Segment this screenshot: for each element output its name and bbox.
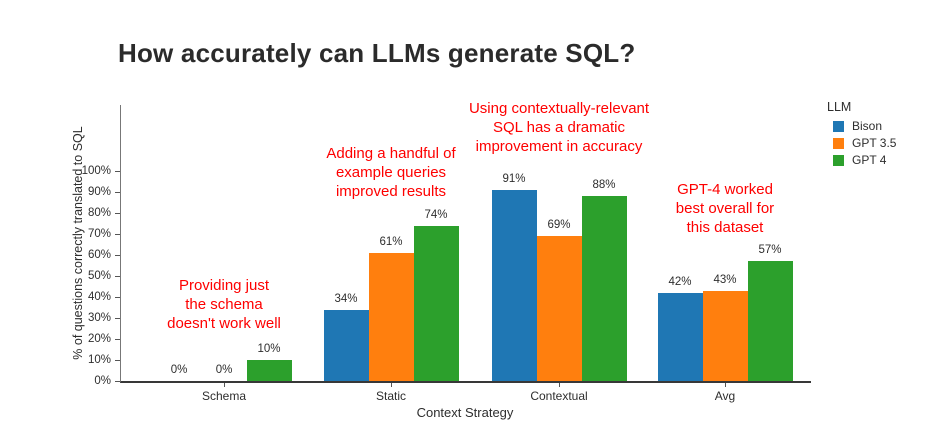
annotation-line: example queries bbox=[335, 164, 447, 181]
x-tick-mark bbox=[724, 383, 726, 387]
legend-entry[interactable]: GPT 4 bbox=[833, 154, 896, 166]
legend-swatch-icon bbox=[833, 120, 844, 132]
bar[interactable] bbox=[491, 189, 537, 381]
chart-title: How accurately can LLMs generate SQL? bbox=[118, 38, 636, 68]
annotation-line: improved results bbox=[335, 183, 447, 200]
y-tick-label: 40% bbox=[87, 290, 111, 303]
bar-value-label: 34% bbox=[334, 292, 358, 305]
y-tick-label: 0% bbox=[94, 374, 111, 387]
y-tick-label: 80% bbox=[87, 206, 111, 219]
y-tick-mark bbox=[115, 317, 120, 319]
bar[interactable] bbox=[702, 290, 748, 381]
y-tick-mark bbox=[115, 191, 120, 193]
bar-value-label: 69% bbox=[547, 219, 571, 232]
x-axis-title: Context Strategy bbox=[416, 405, 514, 420]
plot-area bbox=[120, 105, 811, 383]
bar[interactable] bbox=[536, 236, 582, 381]
y-tick-mark bbox=[115, 359, 120, 361]
legend-swatch-icon bbox=[833, 154, 844, 166]
annotation-line: Providing just bbox=[178, 277, 270, 294]
legend-entry-label: Bison bbox=[852, 119, 883, 133]
annotation-line: best overall for bbox=[675, 200, 775, 217]
category-label: Contextual bbox=[530, 389, 588, 403]
x-tick-mark bbox=[558, 383, 560, 387]
annotation-line: improvement in accuracy bbox=[475, 138, 643, 155]
annotation-line: this dataset bbox=[686, 219, 764, 236]
legend-entries: Bison GPT 3.5 GPT 4 bbox=[827, 120, 896, 166]
category-label: Static bbox=[375, 389, 406, 403]
bar-value-label: 74% bbox=[424, 208, 448, 221]
y-tick-label: 90% bbox=[87, 185, 111, 198]
annotation-line: the schema bbox=[185, 296, 263, 313]
bar-value-label: 43% bbox=[713, 273, 737, 286]
y-tick-mark bbox=[115, 296, 120, 298]
annotation-line: Adding a handful of bbox=[326, 145, 456, 162]
bar-value-label: 57% bbox=[758, 244, 782, 257]
bar[interactable] bbox=[368, 252, 414, 381]
bar[interactable] bbox=[413, 225, 459, 381]
annotation-line: doesn't work well bbox=[167, 315, 281, 332]
legend-swatch-icon bbox=[833, 137, 844, 149]
bar[interactable] bbox=[581, 196, 627, 381]
y-tick-label: 100% bbox=[81, 164, 111, 177]
y-tick-label: 20% bbox=[87, 332, 111, 345]
legend-entry[interactable]: Bison bbox=[833, 120, 896, 132]
legend-entry-label: GPT 3.5 bbox=[852, 136, 897, 150]
bar-value-label: 10% bbox=[257, 343, 281, 355]
y-tick-mark bbox=[115, 254, 120, 256]
category-label: Schema bbox=[201, 389, 247, 403]
x-tick-mark bbox=[390, 383, 392, 387]
bar[interactable] bbox=[747, 261, 793, 381]
annotation: Providing just the schema doesn't work wel… bbox=[104, 276, 344, 333]
annotation: Using contextually-relevant SQL has a dra… bbox=[439, 99, 679, 156]
annotation-line: SQL has a dramatic bbox=[492, 119, 625, 136]
legend-entry-label: GPT 4 bbox=[852, 153, 887, 167]
y-tick-mark bbox=[115, 212, 120, 214]
category-label: Avg bbox=[714, 389, 736, 403]
y-axis-title: % of questions correctly translated to S… bbox=[71, 126, 85, 360]
y-tick-mark bbox=[115, 233, 120, 235]
y-tick-label: 50% bbox=[87, 269, 111, 282]
bar-value-label: 0% bbox=[215, 364, 233, 376]
annotation-line: Using contextually-relevant bbox=[468, 100, 650, 117]
bar[interactable] bbox=[323, 309, 369, 381]
legend-entry[interactable]: GPT 3.5 bbox=[833, 137, 896, 149]
bar-value-label: 88% bbox=[592, 179, 616, 192]
annotation-line: GPT-4 worked bbox=[677, 181, 773, 198]
y-tick-label: 10% bbox=[87, 353, 111, 366]
legend-title: LLM bbox=[827, 100, 852, 114]
y-tick-mark bbox=[115, 275, 120, 277]
annotation: GPT-4 worked best overall for this dataset bbox=[605, 180, 845, 237]
x-tick-mark bbox=[223, 383, 225, 387]
legend: LLM Bison GPT 3.5 GPT 4 bbox=[827, 100, 896, 171]
bar[interactable] bbox=[246, 360, 292, 381]
y-tick-label: 30% bbox=[87, 311, 111, 324]
annotation: Adding a handful of example queries improv… bbox=[271, 144, 511, 201]
y-tick-mark bbox=[115, 380, 120, 382]
bar-value-label: 42% bbox=[668, 275, 692, 288]
bar-value-label: 91% bbox=[502, 172, 526, 185]
y-tick-mark bbox=[115, 170, 120, 172]
y-tick-label: 70% bbox=[87, 227, 111, 240]
bar-value-label: 61% bbox=[379, 235, 403, 248]
y-tick-mark bbox=[115, 338, 120, 340]
bar-value-label: 0% bbox=[170, 364, 188, 376]
bar[interactable] bbox=[657, 292, 703, 381]
y-tick-label: 60% bbox=[87, 248, 111, 261]
